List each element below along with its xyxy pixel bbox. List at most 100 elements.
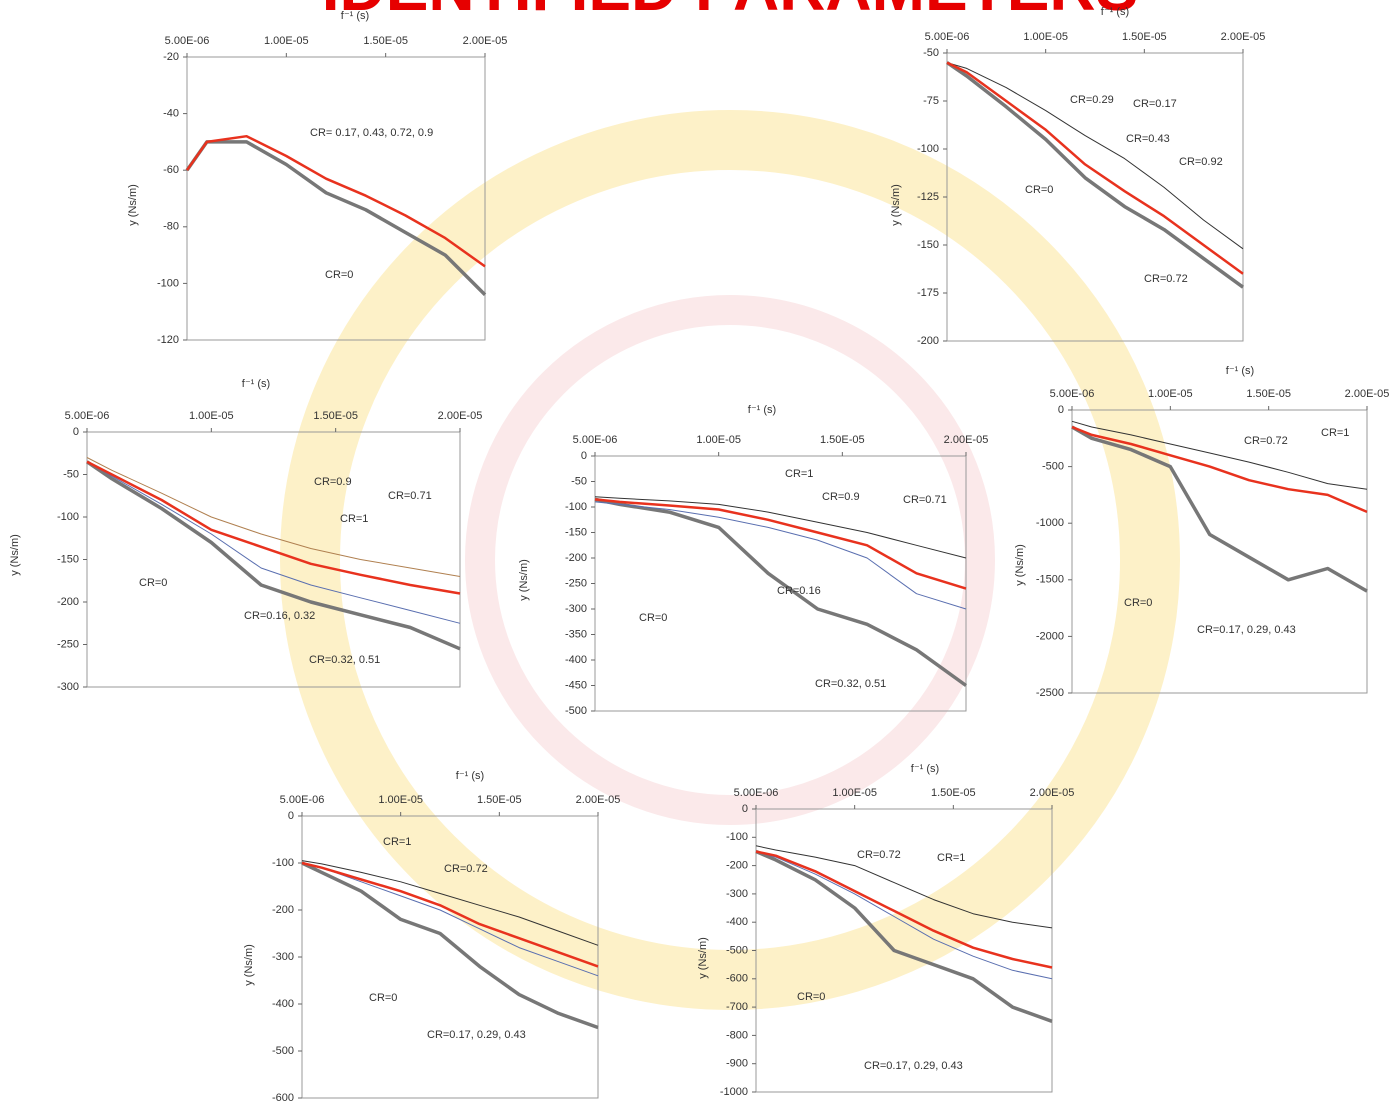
x-tick-label: 2.00E-05	[1221, 31, 1266, 43]
annotation: CR=0.32, 0.51	[815, 678, 886, 690]
annotation: CR=0.71	[903, 494, 947, 506]
annotation: CR=0.32, 0.51	[309, 654, 380, 666]
x-tick-label: 1.00E-05	[1148, 388, 1193, 400]
annotation: CR=0	[639, 612, 667, 624]
annotation: CR=0.9	[314, 476, 352, 488]
annotation: CR=0.29	[1070, 94, 1114, 106]
annotation: CR=0	[139, 577, 167, 589]
y-axis-label: y (Ns/m)	[243, 944, 255, 986]
y-tick-label: 0	[288, 810, 294, 822]
y-tick-label: -200	[57, 596, 79, 608]
y-axis-label: y (Ns/m)	[697, 937, 709, 979]
y-tick-label: -2500	[1036, 687, 1064, 699]
y-tick-label: 0	[581, 450, 587, 462]
y-tick-label: -125	[917, 191, 939, 203]
x-tick-label: 2.00E-05	[438, 410, 483, 422]
y-tick-label: -400	[726, 916, 748, 928]
y-tick-label: -500	[1042, 461, 1064, 473]
annotation: CR=0.17	[1133, 98, 1177, 110]
x-axis-label: f⁻¹ (s)	[456, 770, 484, 782]
x-axis-label: f⁻¹ (s)	[341, 10, 369, 22]
annotation: CR=0	[1124, 597, 1152, 609]
x-axis-label: f⁻¹ (s)	[1226, 365, 1254, 377]
x-tick-label: 1.50E-05	[363, 35, 408, 47]
annotation: CR=0.17, 0.29, 0.43	[1197, 624, 1296, 636]
y-tick-label: -250	[565, 577, 587, 589]
annotation: CR=1	[1321, 427, 1349, 439]
x-tick-label: 1.50E-05	[313, 410, 358, 422]
y-tick-label: -700	[726, 1001, 748, 1013]
annotation: CR=0.43	[1126, 133, 1170, 145]
annotation: CR=1	[785, 468, 813, 480]
annotation: CR=0.16, 0.32	[244, 610, 315, 622]
y-tick-label: -900	[726, 1058, 748, 1070]
x-tick-label: 2.00E-05	[1345, 388, 1390, 400]
y-tick-label: -400	[565, 654, 587, 666]
y-axis-label: y (Ns/m)	[518, 559, 530, 601]
annotation: CR=0.92	[1179, 156, 1223, 168]
y-tick-label: -75	[923, 95, 939, 107]
x-tick-label: 2.00E-05	[944, 434, 989, 446]
annotation: CR=0.17, 0.29, 0.43	[864, 1060, 963, 1072]
y-tick-label: -300	[565, 603, 587, 615]
watermark	[480, 310, 980, 810]
annotation: CR=0.72	[444, 863, 488, 875]
y-tick-label: -200	[917, 335, 939, 347]
x-axis-label: f⁻¹ (s)	[911, 763, 939, 775]
x-tick-label: 5.00E-06	[573, 434, 618, 446]
y-tick-label: 0	[742, 803, 748, 815]
x-tick-label: 1.00E-05	[378, 794, 423, 806]
y-tick-label: -150	[917, 239, 939, 251]
x-tick-label: 1.00E-05	[189, 410, 234, 422]
annotation: CR=0.16	[777, 585, 821, 597]
y-tick-label: -500	[565, 705, 587, 717]
x-axis-label: f⁻¹ (s)	[1101, 6, 1129, 18]
x-tick-label: 1.00E-05	[1023, 31, 1068, 43]
y-axis-label: y (Ns/m)	[1014, 544, 1026, 586]
y-tick-label: -500	[726, 944, 748, 956]
y-tick-label: -300	[57, 681, 79, 693]
plot-frame	[87, 432, 460, 687]
x-tick-label: 2.00E-05	[1030, 787, 1075, 799]
annotation: CR=0	[1025, 184, 1053, 196]
annotation: CR= 0.17, 0.43, 0.72, 0.9	[310, 127, 433, 139]
y-tick-label: -250	[57, 638, 79, 650]
x-tick-label: 1.00E-05	[264, 35, 309, 47]
y-tick-label: -150	[57, 553, 79, 565]
y-tick-label: -100	[57, 511, 79, 523]
y-tick-label: -350	[565, 628, 587, 640]
y-tick-label: -200	[272, 904, 294, 916]
x-tick-label: 1.00E-05	[696, 434, 741, 446]
annotation: CR=0.72	[1144, 273, 1188, 285]
y-tick-label: -100	[157, 277, 179, 289]
series-line	[595, 497, 966, 558]
x-tick-label: 5.00E-06	[65, 410, 110, 422]
annotation: CR=0.17, 0.29, 0.43	[427, 1029, 526, 1041]
y-tick-label: -400	[272, 998, 294, 1010]
slide: IDENTIFIED PARAMETERS f⁻¹ (s)y (Ns/m)5.0…	[0, 0, 1395, 1105]
y-tick-label: -1000	[1036, 517, 1064, 529]
x-tick-label: 2.00E-05	[463, 35, 508, 47]
y-tick-label: -175	[917, 287, 939, 299]
y-axis-label: y (Ns/m)	[9, 534, 21, 576]
y-axis-label: y (Ns/m)	[127, 184, 139, 226]
y-tick-label: -600	[726, 973, 748, 985]
y-tick-label: -450	[565, 679, 587, 691]
y-tick-label: -2000	[1036, 630, 1064, 642]
x-tick-label: 2.00E-05	[576, 794, 621, 806]
x-axis-label: f⁻¹ (s)	[242, 378, 270, 390]
annotation: CR=0.71	[388, 490, 432, 502]
y-tick-label: -80	[163, 221, 179, 233]
x-tick-label: 5.00E-06	[1050, 388, 1095, 400]
series-line	[87, 458, 460, 577]
series-line	[87, 462, 460, 594]
y-tick-label: -1000	[720, 1086, 748, 1098]
x-tick-label: 1.00E-05	[832, 787, 877, 799]
y-tick-label: -100	[272, 857, 294, 869]
x-tick-label: 1.50E-05	[820, 434, 865, 446]
y-tick-label: -20	[163, 51, 179, 63]
annotation: CR=0	[325, 269, 353, 281]
x-tick-label: 1.50E-05	[931, 787, 976, 799]
annotation: CR=0	[369, 992, 397, 1004]
y-tick-label: -100	[565, 501, 587, 513]
